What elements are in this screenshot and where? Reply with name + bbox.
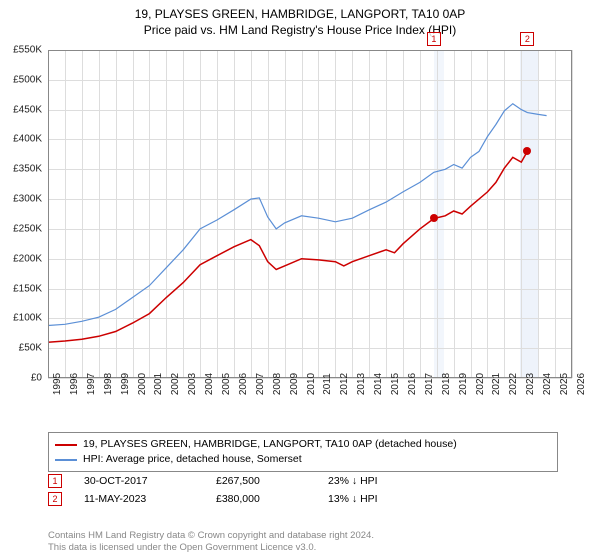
x-tick-label: 2014 <box>373 373 384 395</box>
x-tick-label: 2013 <box>356 373 367 395</box>
chart-area: £0 £50K £100K £150K £200K £250K £300K £350K £400… <box>0 44 600 424</box>
y-tick-label: £50K <box>0 343 42 354</box>
legend-row-property: 19, PLAYSES GREEN, HAMBRIDGE, LANGPORT, … <box>55 437 551 452</box>
y-tick-label: £350K <box>0 164 42 175</box>
legend-swatch <box>55 459 77 461</box>
plot-area <box>48 50 572 378</box>
x-tick-label: 1997 <box>86 373 97 395</box>
x-tick-label: 2025 <box>559 373 570 395</box>
x-tick-label: 2016 <box>407 373 418 395</box>
x-tick-label: 1999 <box>120 373 131 395</box>
x-tick-label: 1996 <box>69 373 80 395</box>
grid-v <box>572 50 573 378</box>
x-tick-label: 2023 <box>525 373 536 395</box>
legend-label: HPI: Average price, detached house, Some… <box>83 452 302 467</box>
x-tick-label: 2024 <box>542 373 553 395</box>
x-tick-label: 2020 <box>475 373 486 395</box>
y-tick-label: £500K <box>0 74 42 85</box>
marker-callout-1: 1 <box>427 32 441 46</box>
marker-date: 11-MAY-2023 <box>84 493 194 505</box>
x-tick-label: 2007 <box>255 373 266 395</box>
x-tick-label: 2000 <box>137 373 148 395</box>
x-tick-label: 2006 <box>238 373 249 395</box>
legend-label: 19, PLAYSES GREEN, HAMBRIDGE, LANGPORT, … <box>83 437 457 452</box>
marker-price: £267,500 <box>216 475 306 487</box>
footnote-line-1: Contains HM Land Registry data © Crown c… <box>48 530 558 542</box>
y-tick-label: £450K <box>0 104 42 115</box>
markers-table: 1 30-OCT-2017 £267,500 23% ↓ HPI 2 11-MAY-202… <box>48 474 558 510</box>
marker-table-box: 2 <box>48 492 62 506</box>
footnote-line-2: This data is licensed under the Open Gov… <box>48 542 558 554</box>
x-tick-label: 2008 <box>272 373 283 395</box>
y-tick-label: £550K <box>0 45 42 56</box>
x-tick-label: 1998 <box>103 373 114 395</box>
x-tick-label: 2026 <box>576 373 587 395</box>
legend-row-hpi: HPI: Average price, detached house, Some… <box>55 452 551 467</box>
y-tick-label: £150K <box>0 283 42 294</box>
x-tick-label: 2002 <box>170 373 181 395</box>
y-tick-label: £100K <box>0 313 42 324</box>
title-line-1: 19, PLAYSES GREEN, HAMBRIDGE, LANGPORT, … <box>0 6 600 22</box>
y-tick-label: £400K <box>0 134 42 145</box>
x-tick-label: 2004 <box>204 373 215 395</box>
x-tick-label: 2021 <box>491 373 502 395</box>
x-tick-label: 2015 <box>390 373 401 395</box>
x-tick-label: 2001 <box>153 373 164 395</box>
x-tick-label: 2011 <box>322 373 333 395</box>
x-tick-label: 2003 <box>187 373 198 395</box>
page-container: 19, PLAYSES GREEN, HAMBRIDGE, LANGPORT, … <box>0 0 600 560</box>
axis-border <box>48 50 572 378</box>
marker-callout-2: 2 <box>520 32 534 46</box>
x-tick-label: 2019 <box>458 373 469 395</box>
marker-delta: 23% ↓ HPI <box>328 475 378 487</box>
marker-table-box: 1 <box>48 474 62 488</box>
legend: 19, PLAYSES GREEN, HAMBRIDGE, LANGPORT, … <box>48 432 558 472</box>
marker-delta: 13% ↓ HPI <box>328 493 378 505</box>
y-tick-label: £0 <box>0 373 42 384</box>
marker-date: 30-OCT-2017 <box>84 475 194 487</box>
x-tick-label: 1995 <box>52 373 63 395</box>
marker-table-row: 1 30-OCT-2017 £267,500 23% ↓ HPI <box>48 474 558 488</box>
footnote: Contains HM Land Registry data © Crown c… <box>48 530 558 554</box>
x-tick-label: 2010 <box>306 373 317 395</box>
y-tick-label: £300K <box>0 194 42 205</box>
legend-swatch <box>55 444 77 446</box>
marker-price: £380,000 <box>216 493 306 505</box>
title-line-2: Price paid vs. HM Land Registry's House … <box>0 22 600 38</box>
y-tick-label: £200K <box>0 253 42 264</box>
chart-title-block: 19, PLAYSES GREEN, HAMBRIDGE, LANGPORT, … <box>0 0 600 38</box>
x-tick-label: 2022 <box>508 373 519 395</box>
x-tick-label: 2018 <box>441 373 452 395</box>
x-tick-label: 2012 <box>339 373 350 395</box>
x-tick-label: 2009 <box>289 373 300 395</box>
y-tick-label: £250K <box>0 223 42 234</box>
x-tick-label: 2005 <box>221 373 232 395</box>
marker-table-row: 2 11-MAY-2023 £380,000 13% ↓ HPI <box>48 492 558 506</box>
x-tick-label: 2017 <box>424 373 435 395</box>
